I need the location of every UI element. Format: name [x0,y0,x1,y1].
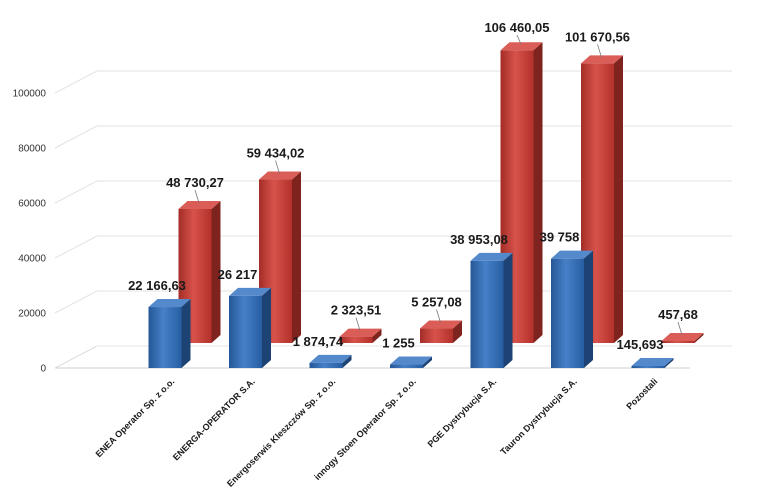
bar-top [259,171,301,180]
y-tick-label: 20000 [18,309,46,320]
data-label-series1: 1 874,74 [293,334,344,349]
x-category-label: Pozostali [624,376,659,411]
y-tick-label: 40000 [18,254,46,265]
bar-top [551,250,593,259]
bar-top [339,328,382,337]
leader-line [194,189,200,204]
y-tick-label: 60000 [18,199,46,210]
bar-side [453,320,462,343]
bar-top [309,354,352,363]
bar-front [631,366,665,368]
data-label-series2: 48 730,27 [166,175,224,190]
data-labels: 48 730,27 22 166,63 59 434,02 26 217 2 323,5… [128,20,698,352]
leader-line [677,321,683,336]
gridline [54,180,732,204]
bar-top [470,252,513,261]
bar-side [614,55,623,344]
data-label-series2: 2 323,51 [331,303,382,318]
bar-side [694,333,704,343]
x-category-labels: ENEA Operator Sp. z o.o.ENERGA-OPERATOR … [94,376,660,488]
bar-series1 [229,287,271,368]
y-tick-label: 100000 [13,89,47,100]
bar-front [148,307,182,368]
bar-front [339,336,373,343]
data-label-series1: 39 758 [540,230,580,245]
leader-line [436,309,441,323]
x-category-label: PGE Dystrybucja S.A. [426,376,499,449]
data-label-series2: 101 670,56 [565,29,630,44]
bar-front [661,341,695,343]
bar-side [292,171,301,343]
bar-top [420,320,462,329]
data-label-series2: 59 434,02 [247,146,305,161]
bar-series1 [470,252,513,368]
bar-series1 [148,299,191,368]
bar-top [661,333,704,341]
leader-line [275,160,280,174]
data-label-series2: 457,68 [658,307,698,322]
bar-top [229,287,271,296]
bar-front [551,258,584,368]
bar-front [229,295,262,368]
bar-top [631,358,674,366]
y-tick-label: 80000 [18,144,46,155]
bar-side [181,299,191,368]
data-label-series1: 145,693 [617,337,664,352]
data-label-series1: 26 217 [218,267,258,282]
floor-side-edge [54,345,98,369]
data-label-series2: 5 257,08 [411,295,462,310]
bar-front [470,260,504,368]
bar-side [664,358,674,368]
bar-side [423,356,432,368]
bar-series1 [309,354,352,368]
x-category-label: Tauron Dystrybucja S.A. [498,376,579,457]
gridline [54,70,732,94]
x-category-label: ENEA Operator Sp. z o.o. [94,376,177,459]
bar-side [262,287,271,368]
leader-line [597,44,602,58]
bar-top [500,42,543,51]
bar-series1 [390,356,432,368]
leader-line [516,34,522,45]
y-tick-label: 0 [40,364,46,375]
bar-top [390,356,432,365]
bar-side [342,354,352,368]
bar-side [533,42,543,343]
bar-top [148,299,191,308]
bar-series2 [420,320,462,343]
gridline [54,125,732,149]
bar-series1 [551,250,593,368]
leader-line [355,317,361,331]
bar-series2 [661,333,704,343]
bar-top [178,200,221,209]
data-label-series1: 38 953,08 [450,232,508,247]
bar-front [420,328,453,343]
data-label-series1: 1 255 [382,336,415,351]
bar-series1 [631,358,674,368]
bar-side [372,328,382,343]
bar-series2 [339,328,382,343]
bar-side [211,200,221,343]
data-label-series2: 106 460,05 [484,20,549,35]
bar-front [309,362,343,368]
bar-side [584,250,593,368]
data-label-series1: 22 166,63 [128,278,186,293]
gridline [54,235,732,259]
bar-side [503,252,513,368]
bar-top [581,55,623,64]
x-category-label: ENERGA-OPERATOR S.A. [171,376,257,462]
bar-front [390,364,423,368]
